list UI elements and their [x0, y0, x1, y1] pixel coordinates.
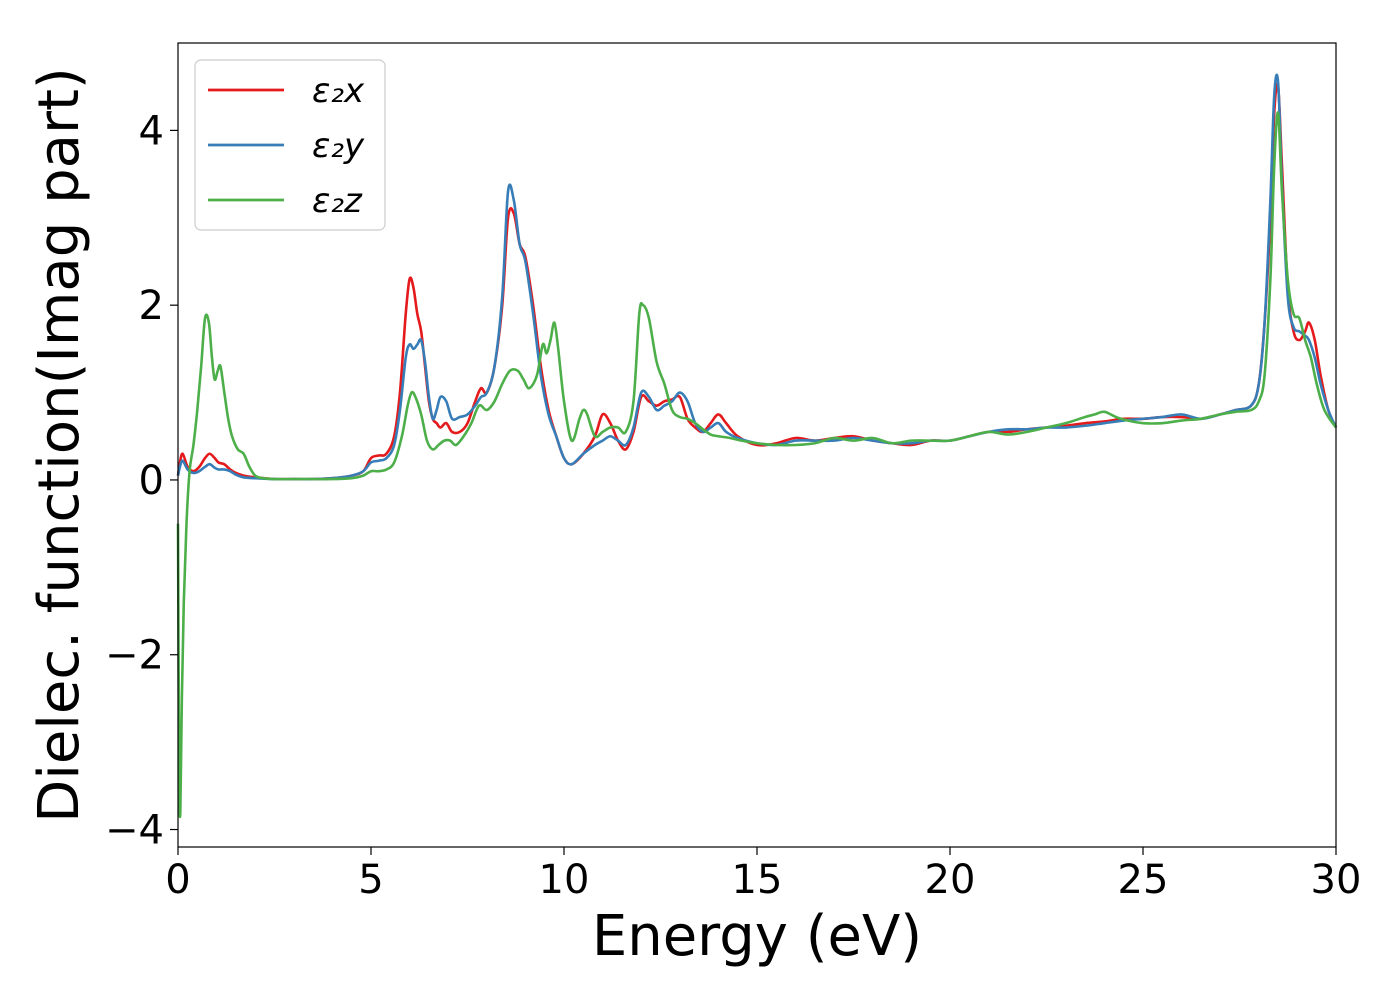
y-tick-label: −2 [105, 633, 164, 679]
y-tick-label: −4 [105, 808, 164, 854]
legend-label: ε₂z [312, 181, 363, 221]
legend-label: ε₂y [312, 126, 365, 166]
x-axis: 0 5 10 15 20 25 30 [165, 847, 1361, 903]
legend-label: ε₂x [312, 71, 365, 111]
x-tick-label: 0 [165, 857, 190, 903]
y-tick-label: 0 [139, 458, 164, 504]
x-axis-label: Energy (eV) [592, 904, 922, 969]
x-tick-label: 15 [732, 857, 783, 903]
y-axis: −4 −2 0 2 4 [105, 108, 178, 854]
x-tick-label: 30 [1311, 857, 1362, 903]
x-tick-label: 25 [1118, 857, 1169, 903]
series-line-2 [176, 73, 1338, 481]
x-tick-label: 20 [925, 857, 976, 903]
y-axis-label: Dielec. function(Imag part) [27, 67, 92, 823]
legend-box [194, 59, 386, 231]
series-layer [176, 73, 1338, 819]
x-tick-label: 5 [358, 857, 383, 903]
x-tick-label: 10 [539, 857, 590, 903]
y-tick-label: 4 [139, 108, 164, 154]
legend: ε₂x ε₂y ε₂z [194, 59, 386, 231]
series-line-3 [176, 111, 1338, 819]
y-tick-label: 2 [139, 283, 164, 329]
